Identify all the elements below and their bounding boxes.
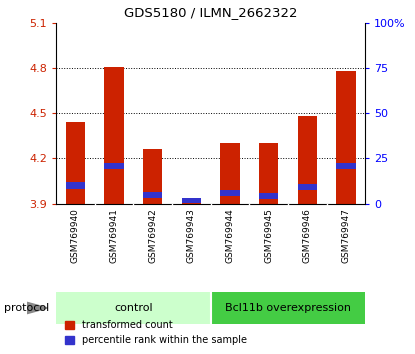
- Bar: [220, 143, 239, 204]
- Polygon shape: [27, 302, 48, 314]
- FancyBboxPatch shape: [210, 292, 365, 324]
- Bar: [336, 163, 356, 169]
- Bar: [66, 183, 85, 189]
- Text: GSM769941: GSM769941: [110, 208, 119, 263]
- Title: GDS5180 / ILMN_2662322: GDS5180 / ILMN_2662322: [124, 6, 298, 19]
- Text: control: control: [114, 303, 153, 313]
- Text: GSM769944: GSM769944: [225, 208, 234, 263]
- Bar: [336, 71, 356, 204]
- Bar: [220, 190, 239, 196]
- Bar: [259, 193, 278, 199]
- Bar: [182, 198, 201, 203]
- FancyBboxPatch shape: [56, 292, 210, 324]
- Text: GSM769946: GSM769946: [303, 208, 312, 263]
- Text: GSM769943: GSM769943: [187, 208, 196, 263]
- Text: Bcl11b overexpression: Bcl11b overexpression: [225, 303, 351, 313]
- Text: GSM769942: GSM769942: [148, 208, 157, 263]
- Text: GSM769947: GSM769947: [342, 208, 350, 263]
- Bar: [143, 192, 162, 198]
- Bar: [182, 199, 201, 204]
- Bar: [104, 67, 124, 204]
- Legend: transformed count, percentile rank within the sample: transformed count, percentile rank withi…: [61, 316, 251, 349]
- Text: protocol: protocol: [4, 303, 49, 313]
- Bar: [66, 122, 85, 204]
- Bar: [298, 184, 317, 190]
- Text: GSM769940: GSM769940: [71, 208, 80, 263]
- Bar: [298, 116, 317, 204]
- Text: GSM769945: GSM769945: [264, 208, 273, 263]
- Bar: [143, 149, 162, 204]
- Bar: [104, 163, 124, 169]
- Bar: [259, 143, 278, 204]
